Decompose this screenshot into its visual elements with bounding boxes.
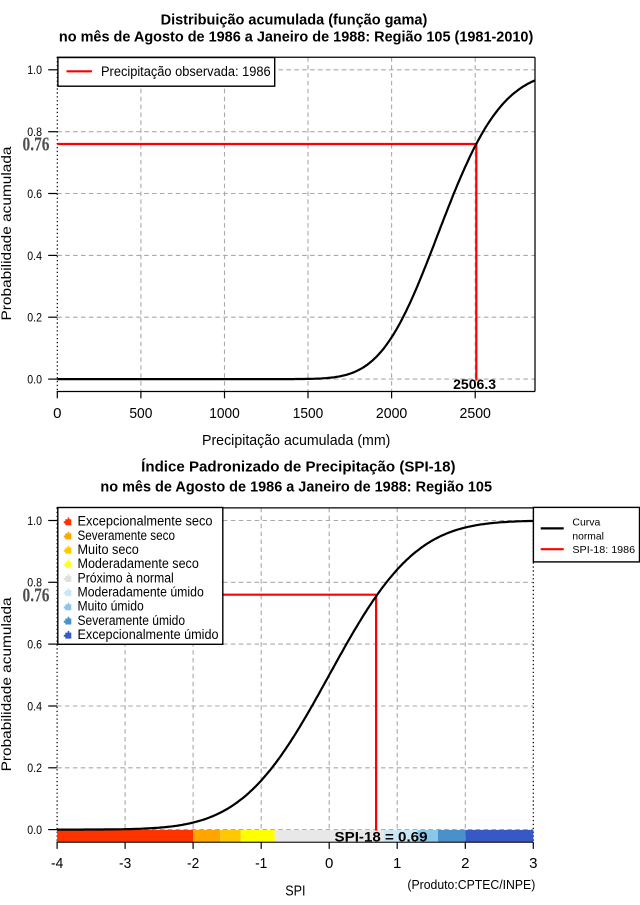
svg-text:Moderadamente úmido: Moderadamente úmido — [78, 585, 204, 600]
svg-text:0.76: 0.76 — [23, 134, 50, 156]
svg-text:0.8: 0.8 — [27, 125, 42, 139]
svg-text:no mês de Agosto de 1986 a Jan: no mês de Agosto de 1986 a Janeiro de 19… — [59, 30, 534, 46]
svg-text:Severamente seco: Severamente seco — [78, 528, 176, 543]
svg-text:Distribuição acumulada (função: Distribuição acumulada (função gama) — [161, 12, 428, 28]
svg-text:2506.3: 2506.3 — [453, 376, 496, 392]
svg-text:Muito úmido: Muito úmido — [78, 599, 144, 614]
svg-text:Probabilidade acumulada: Probabilidade acumulada — [0, 597, 14, 772]
svg-text:-3: -3 — [119, 855, 131, 872]
svg-text:0.76: 0.76 — [23, 585, 50, 607]
svg-text:2500: 2500 — [460, 405, 491, 422]
svg-text:2000: 2000 — [376, 405, 407, 422]
svg-text:500: 500 — [129, 405, 152, 422]
svg-text:SPI-18: 1986: SPI-18: 1986 — [572, 544, 635, 556]
svg-text:Índice Padronizado de Precipit: Índice Padronizado de Precipitação (SPI-… — [141, 458, 456, 475]
svg-text:Muito seco: Muito seco — [78, 542, 139, 557]
svg-text:-1: -1 — [255, 855, 267, 872]
svg-text:no mês de Agosto de 1986 a Jan: no mês de Agosto de 1986 a Janeiro de 19… — [100, 480, 492, 496]
svg-text:-2: -2 — [187, 855, 199, 872]
svg-text:0.2: 0.2 — [27, 761, 42, 775]
svg-text:(Produto:CPTEC/INPE): (Produto:CPTEC/INPE) — [407, 877, 535, 892]
svg-text:Precipitação acumulada (mm): Precipitação acumulada (mm) — [202, 433, 390, 449]
svg-text:Severamente úmido: Severamente úmido — [78, 613, 186, 628]
svg-text:1000: 1000 — [209, 405, 240, 422]
svg-text:0.4: 0.4 — [27, 249, 42, 263]
svg-text:Próximo à normal: Próximo à normal — [78, 570, 174, 585]
svg-text:0: 0 — [53, 405, 61, 422]
svg-text:0.2: 0.2 — [27, 311, 42, 325]
svg-text:2: 2 — [461, 855, 469, 872]
svg-text:0.6: 0.6 — [27, 638, 42, 652]
svg-text:0.0: 0.0 — [27, 823, 42, 837]
svg-text:Probabilidade acumulada: Probabilidade acumulada — [0, 146, 14, 321]
svg-text:SPI-18 = 0.69: SPI-18 = 0.69 — [335, 828, 428, 844]
svg-text:3: 3 — [529, 855, 537, 872]
svg-text:Excepcionalmente seco: Excepcionalmente seco — [78, 514, 213, 529]
svg-text:0: 0 — [325, 855, 333, 872]
svg-text:0.8: 0.8 — [27, 576, 42, 590]
svg-text:Excepcionalmente úmido: Excepcionalmente úmido — [78, 627, 219, 642]
svg-text:1.0: 1.0 — [27, 63, 42, 77]
svg-text:normal: normal — [572, 530, 604, 542]
svg-text:-4: -4 — [51, 855, 63, 872]
svg-text:SPI: SPI — [285, 884, 305, 900]
svg-text:Curva: Curva — [572, 517, 600, 529]
svg-text:Precipitação observada: 1986: Precipitação observada: 1986 — [101, 64, 271, 79]
svg-text:0.4: 0.4 — [27, 699, 42, 713]
svg-text:1.0: 1.0 — [27, 514, 42, 528]
svg-text:1: 1 — [393, 855, 401, 872]
svg-text:0.6: 0.6 — [27, 187, 42, 201]
svg-text:0.0: 0.0 — [27, 373, 42, 387]
svg-text:Moderadamente seco: Moderadamente seco — [78, 556, 199, 571]
svg-text:1500: 1500 — [293, 405, 324, 422]
